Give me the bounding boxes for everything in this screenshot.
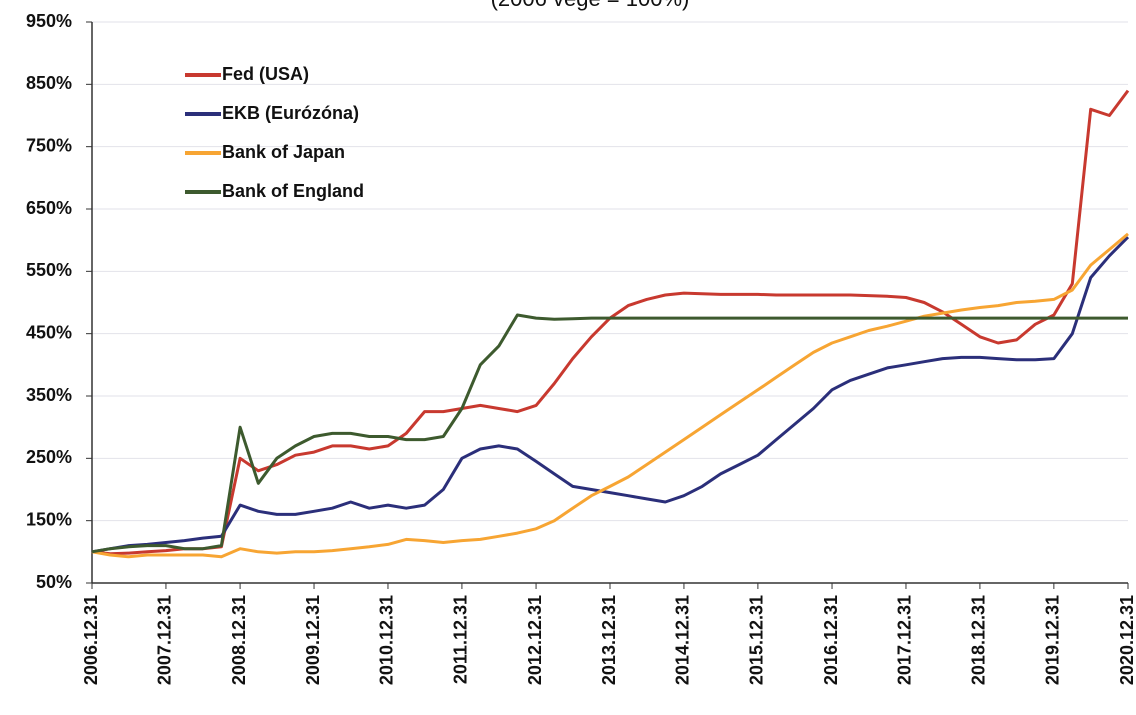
x-tick-label: 2013.12.31 — [599, 595, 619, 685]
chart-subtitle: (2006 vége = 100%) — [491, 0, 690, 11]
legend-label: EKB (Eurózóna) — [222, 103, 359, 123]
y-tick-label: 750% — [26, 135, 72, 155]
y-tick-label: 50% — [36, 572, 72, 592]
y-tick-label: 850% — [26, 73, 72, 93]
y-tick-label: 450% — [26, 322, 72, 342]
x-tick-label: 2014.12.31 — [673, 595, 693, 685]
x-tick-label: 2019.12.31 — [1043, 595, 1063, 685]
x-tick-label: 2016.12.31 — [821, 595, 841, 685]
y-tick-label: 650% — [26, 198, 72, 218]
x-tick-label: 2015.12.31 — [747, 595, 767, 685]
x-tick-label: 2010.12.31 — [377, 595, 397, 685]
x-tick-label: 2011.12.31 — [451, 595, 471, 684]
x-tick-label: 2020.12.31 — [1117, 595, 1136, 685]
series-line — [91, 232, 1129, 559]
legend-label: Bank of England — [222, 181, 364, 201]
y-tick-label: 150% — [26, 509, 72, 529]
y-tick-label: 350% — [26, 385, 72, 405]
x-tick-label: 2017.12.31 — [895, 595, 915, 685]
x-tick-label: 2007.12.31 — [155, 595, 175, 685]
series-line — [91, 313, 1128, 554]
x-tick-label: 2018.12.31 — [969, 595, 989, 685]
y-tick-label: 950% — [26, 11, 72, 31]
x-tick-label: 2012.12.31 — [525, 595, 545, 685]
legend-label: Fed (USA) — [222, 64, 309, 84]
x-tick-label: 2006.12.31 — [81, 595, 101, 685]
legend-label: Bank of Japan — [222, 142, 345, 162]
y-tick-label: 250% — [26, 447, 72, 467]
y-tick-label: 550% — [26, 260, 72, 280]
x-tick-label: 2008.12.31 — [229, 595, 249, 685]
x-tick-label: 2009.12.31 — [303, 595, 323, 685]
series-line — [91, 236, 1130, 554]
